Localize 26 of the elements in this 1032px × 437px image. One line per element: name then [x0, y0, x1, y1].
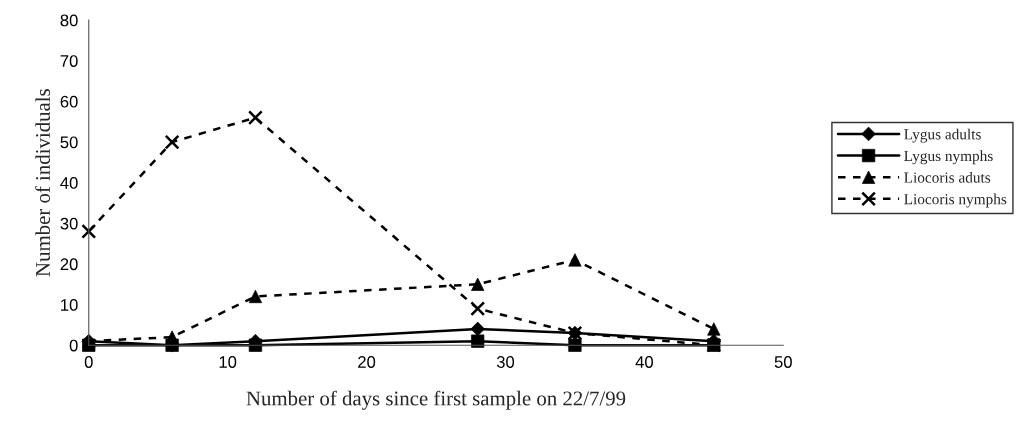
y-tick-label: 10 — [61, 298, 78, 311]
y-tick-label: 40 — [60, 177, 78, 189]
y-tick-label: 80 — [60, 14, 78, 27]
point — [248, 289, 263, 304]
point — [81, 223, 97, 239]
x-tick-label: 40 — [635, 356, 653, 368]
y-tick-label: 30 — [60, 217, 78, 230]
x-tick-label: 20 — [358, 356, 376, 368]
legend-label: Lygus nymphs — [904, 150, 993, 165]
point — [247, 110, 263, 126]
x-tick-label: 10 — [219, 356, 237, 368]
y-tick-label: 70 — [60, 55, 78, 67]
y-tick-label: 60 — [60, 95, 78, 108]
x-tick-label: 0 — [84, 356, 93, 368]
point — [164, 134, 180, 150]
y-axis-title: Number of individuals — [35, 89, 51, 277]
y-tick-label: 50 — [60, 136, 78, 149]
point — [470, 301, 486, 317]
legend-label: Lygus adults — [904, 128, 981, 143]
legend-label: Liocoris aduts — [904, 171, 991, 183]
legend-label: Liocoris nymphs — [904, 193, 1007, 208]
y-tick-label: 20 — [60, 258, 78, 271]
x-tick-label: 30 — [496, 356, 515, 368]
y-tick-label: 0 — [69, 339, 78, 352]
x-axis-title: Number of days since first sample on 22/7/99 — [246, 390, 626, 410]
x-tick-label: 50 — [774, 356, 792, 368]
